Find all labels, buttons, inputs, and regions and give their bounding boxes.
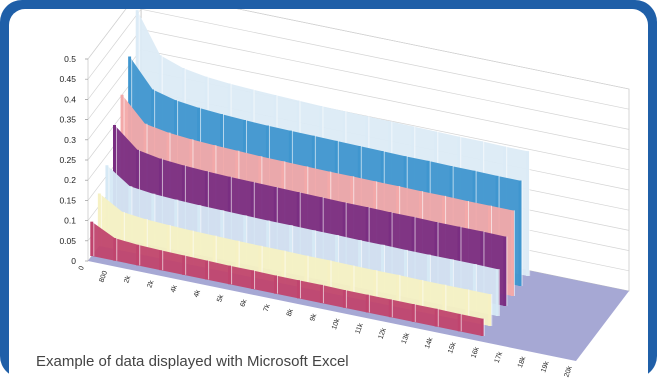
x-tick-label: 14k xyxy=(424,336,435,349)
x-tick-label: 12k xyxy=(378,327,389,340)
x-tick-label: 800 xyxy=(98,270,109,283)
x-tick-label: 5k xyxy=(216,293,225,303)
gridline xyxy=(87,9,630,90)
x-tick-label: 10k xyxy=(331,317,342,330)
chart-caption: Example of data displayed with Microsoft… xyxy=(36,353,349,370)
x-tick-label: 18k xyxy=(517,355,528,368)
x-tick-label: 0 xyxy=(78,265,86,271)
y-tick-label: 0.35 xyxy=(59,115,76,125)
x-tick-label: 6k xyxy=(239,298,248,308)
y-tick-label: 0.05 xyxy=(59,236,76,246)
x-tick-label: 2k xyxy=(123,274,132,284)
series-area xyxy=(91,221,483,336)
x-tick-label: 7k xyxy=(263,303,272,313)
x-tick-label: 8k xyxy=(286,308,295,318)
series-1 xyxy=(90,221,485,336)
y-tick-label: 0.5 xyxy=(64,54,76,64)
y-tick-label: 0.4 xyxy=(64,94,76,104)
gridline xyxy=(87,9,630,110)
y-tick-label: 0.2 xyxy=(64,175,76,185)
y-tick-label: 0.1 xyxy=(64,216,76,226)
chart-panel: 0 0.05 0.1 0.15 0.2 0.25 0.3 0.35 0.4 0.45 0.5 0 80… xyxy=(9,9,648,378)
x-tick-label: 9k xyxy=(309,312,318,322)
y-axis-ticks: 0 0.05 0.1 0.15 0.2 0.25 0.3 0.35 0.4 0.45 0.5 xyxy=(59,54,88,266)
x-tick-label: 16k xyxy=(470,346,481,359)
x-tick-label: 2k xyxy=(146,279,155,289)
x-tick-label: 11k xyxy=(355,322,365,335)
chart-3d-area: 0 0.05 0.1 0.15 0.2 0.25 0.3 0.35 0.4 0.45 0.5 0 80… xyxy=(59,9,630,378)
y-tick-label: 0.25 xyxy=(59,155,76,165)
x-tick-label: 15k xyxy=(447,341,458,354)
series-area xyxy=(99,193,490,326)
x-axis-ticks: 0 800 2k 2k 4k 4k 5k 6k 7k 8k 9k 10k 11k 12k 13k 14k 15k… xyxy=(78,265,574,378)
x-tick-label: 20k xyxy=(563,365,574,378)
x-tick-label: 17k xyxy=(494,351,505,364)
y-tick-label: 0.15 xyxy=(59,195,76,205)
x-tick-label: 13k xyxy=(401,331,412,344)
y-tick-label: 0.45 xyxy=(59,74,76,84)
x-tick-label: 19k xyxy=(540,360,551,373)
chart-series xyxy=(90,10,531,336)
y-tick-label: 0 xyxy=(71,256,76,266)
y-tick-label: 0.3 xyxy=(64,135,76,145)
x-tick-label: 4k xyxy=(193,289,202,299)
x-tick-label: 4k xyxy=(170,284,179,294)
